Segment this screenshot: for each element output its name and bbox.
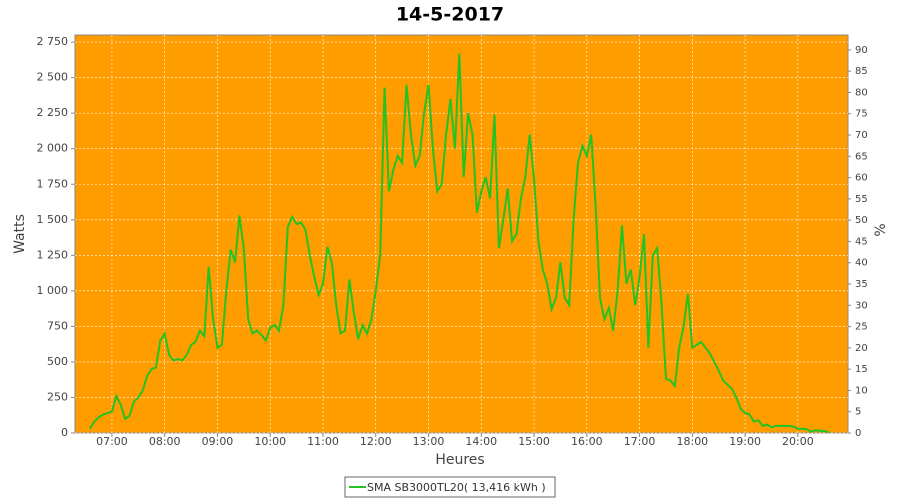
x-tick-label: 18:00 bbox=[676, 435, 708, 448]
x-tick-label: 15:00 bbox=[518, 435, 550, 448]
y2-tick-label: 20 bbox=[855, 343, 868, 354]
y-tick-label: 0 bbox=[61, 426, 68, 439]
y2-tick-label: 0 bbox=[855, 428, 861, 439]
x-tick-label: 14:00 bbox=[465, 435, 497, 448]
y2-tick-label: 80 bbox=[855, 87, 868, 98]
y-tick-label: 1 750 bbox=[37, 177, 69, 190]
x-tick-label: 10:00 bbox=[254, 435, 286, 448]
x-tick-label: 20:00 bbox=[782, 435, 814, 448]
y-tick-label: 1 250 bbox=[37, 248, 69, 261]
y-tick-label: 2 000 bbox=[37, 142, 69, 155]
y-tick-label: 500 bbox=[47, 355, 68, 368]
chart-title: 14-5-2017 bbox=[396, 4, 504, 26]
y2-tick-label: 65 bbox=[855, 151, 868, 162]
y2-tick-label: 55 bbox=[855, 194, 868, 205]
y2-tick-label: 15 bbox=[855, 364, 868, 375]
y2-tick-label: 30 bbox=[855, 300, 868, 311]
y-tick-label: 2 750 bbox=[37, 35, 69, 48]
y2-tick-label: 35 bbox=[855, 279, 868, 290]
y2-tick-label: 90 bbox=[855, 45, 868, 56]
x-tick-label: 13:00 bbox=[413, 435, 445, 448]
y2-tick-label: 25 bbox=[855, 322, 868, 333]
x-tick-label: 08:00 bbox=[149, 435, 181, 448]
x-tick-label: 17:00 bbox=[624, 435, 656, 448]
y-tick-label: 1 500 bbox=[37, 213, 69, 226]
y2-tick-label: 60 bbox=[855, 173, 868, 184]
y2-tick-label: 40 bbox=[855, 258, 868, 269]
y-axis-title: Watts bbox=[12, 214, 28, 254]
y2-tick-label: 45 bbox=[855, 236, 868, 247]
y2-tick-label: 50 bbox=[855, 215, 868, 226]
y-tick-label: 2 500 bbox=[37, 71, 69, 84]
y-tick-label: 2 250 bbox=[37, 106, 69, 119]
y2-tick-label: 5 bbox=[855, 407, 861, 418]
legend-label: SMA SB3000TL20( 13,416 kWh ) bbox=[367, 481, 546, 494]
y2-tick-label: 10 bbox=[855, 385, 868, 396]
x-tick-label: 11:00 bbox=[307, 435, 339, 448]
y2-tick-label: 75 bbox=[855, 109, 868, 120]
y-tick-label: 750 bbox=[47, 319, 68, 332]
y2-axis-title: % bbox=[873, 223, 889, 236]
x-tick-label: 07:00 bbox=[96, 435, 128, 448]
x-tick-label: 19:00 bbox=[729, 435, 761, 448]
x-tick-label: 12:00 bbox=[360, 435, 392, 448]
x-tick-label: 09:00 bbox=[202, 435, 234, 448]
y-tick-label: 250 bbox=[47, 390, 68, 403]
y-tick-label: 1 000 bbox=[37, 284, 69, 297]
y2-tick-label: 70 bbox=[855, 130, 868, 141]
legend-box bbox=[344, 476, 556, 498]
x-tick-label: 16:00 bbox=[571, 435, 603, 448]
y2-tick-label: 85 bbox=[855, 66, 868, 77]
series-line bbox=[89, 53, 830, 434]
x-axis-title: Heures bbox=[435, 452, 484, 468]
